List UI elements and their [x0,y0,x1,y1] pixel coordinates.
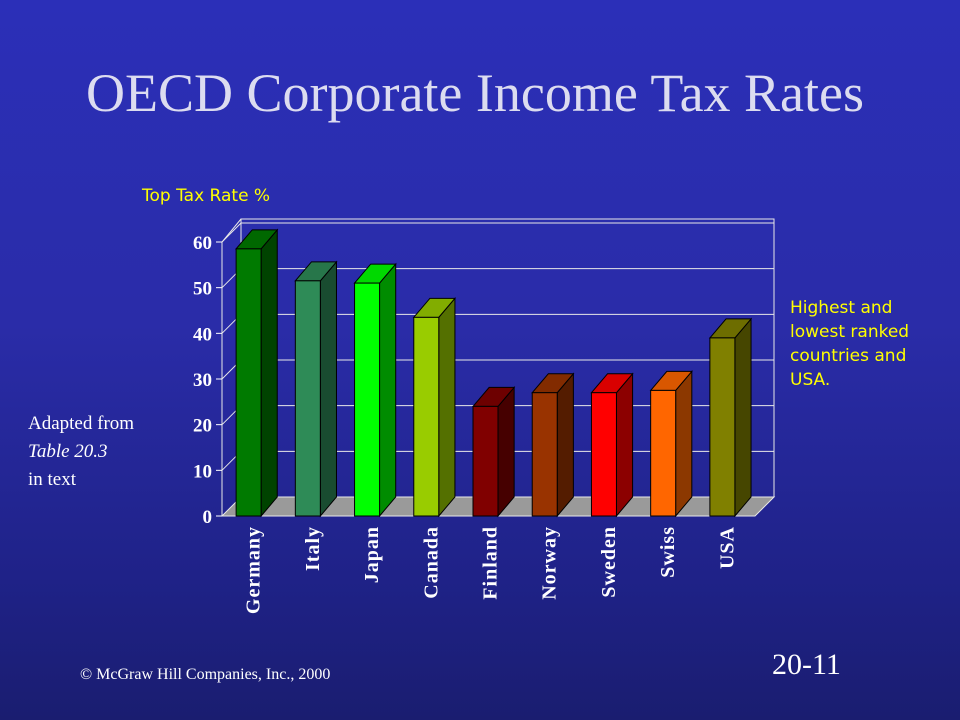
copyright-footer: © McGraw Hill Companies, Inc., 2000 [80,666,331,683]
slide-number: 20-11 [772,648,841,681]
source-line-2: Table 20.3 [28,441,108,462]
chart-note: Highest and lowest ranked countries and … [790,298,910,390]
x-tick-label-sweden: Sweden [598,526,620,598]
x-tick-label-germany: Germany [243,526,265,614]
source-line-3: in text [28,469,77,490]
slide-title: OECD Corporate Income Tax Rates [85,63,865,123]
y-tick-label: 20 [193,416,212,437]
bar-canada [412,296,457,518]
y-tick-label: 40 [193,324,212,345]
source-line-1: Adapted from [28,413,135,434]
bar-norway [531,372,575,518]
source-note: Adapted from Table 20.3 in text [28,410,134,494]
bar-italy [294,260,338,518]
bar-germany [235,228,279,518]
bar-usa [708,317,753,518]
bar-finland [471,386,516,518]
side-gridline [221,222,242,243]
x-tick-label-japan: Japan [361,526,383,583]
y-tick-label: 0 [203,507,213,528]
y-tick-label: 50 [193,279,212,300]
x-tick-label-canada: Canada [420,526,442,599]
y-tick-label: 10 [193,461,212,482]
bar-sweden [590,372,634,518]
x-tick-label-italy: Italy [302,526,324,571]
bar-japan [353,262,397,518]
x-tick-label-usa: USA [716,526,738,569]
y-axis-label: Top Tax Rate % [142,186,271,206]
x-tick-label-finland: Finland [480,526,502,600]
x-tick-label-swiss: Swiss [657,526,679,578]
x-tick-label-norway: Norway [539,526,561,600]
y-tick-label: 60 [193,233,212,254]
bar-swiss [649,370,693,518]
y-tick-label: 30 [193,370,212,391]
